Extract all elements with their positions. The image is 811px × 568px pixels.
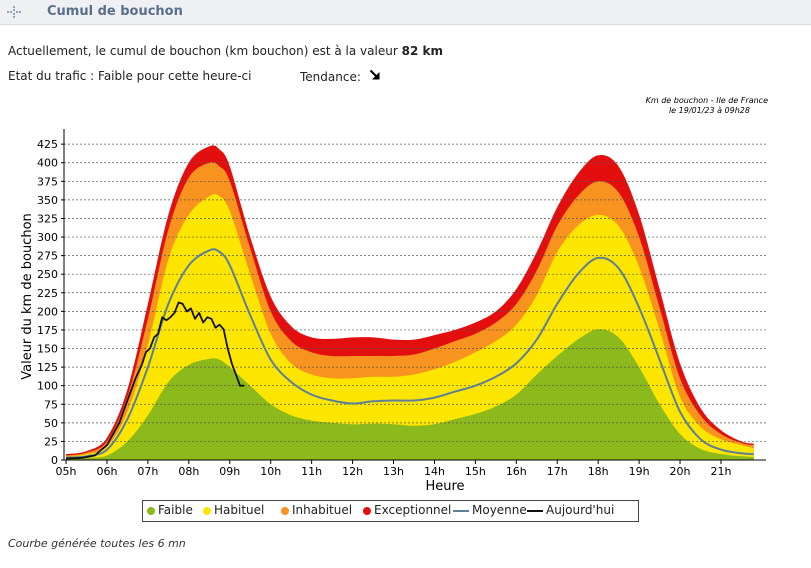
legend-label: Aujourd'hui: [546, 503, 615, 517]
y-tick-label: 100: [37, 380, 58, 393]
series-aujourdhui: [65, 301, 245, 460]
series-moyenne: [65, 248, 754, 459]
legend-item: Aujourd'hui: [527, 503, 614, 517]
y-tick-label: 150: [37, 343, 58, 356]
y-tick-label: 175: [37, 324, 58, 337]
drag-handle-icon[interactable]: [6, 5, 22, 19]
x-tick-label: 20h: [670, 465, 691, 478]
y-tick-label: 325: [37, 212, 58, 225]
legend-item: Habituel: [203, 503, 264, 517]
y-tick-label: 275: [37, 250, 58, 263]
legend-label: Habituel: [214, 503, 265, 517]
legend-item: Faible: [147, 503, 193, 517]
chart-subtitle: le 19/01/23 à 09h28: [669, 106, 750, 115]
y-tick-label: 75: [44, 398, 58, 411]
x-tick-label: 08h: [178, 465, 199, 478]
trend: Tendance:: [300, 69, 381, 84]
legend-swatch: [453, 509, 469, 512]
x-tick-label: 21h: [710, 465, 731, 478]
x-tick-label: 07h: [137, 465, 158, 478]
y-tick-label: 400: [37, 157, 58, 170]
legend-item: Moyenne: [453, 503, 527, 517]
traffic-chart: 0 25 50 75 100 125 150 175 200 225 250 275 300 325 350…: [20, 96, 768, 494]
x-axis-label: Heure: [425, 479, 464, 494]
x-tick-label: 05h: [56, 465, 77, 478]
y-tick-label: 0: [51, 454, 58, 467]
legend-label: Inhabituel: [292, 503, 353, 517]
current-value-prefix: Actuellement, le cumul de bouchon (km bo…: [8, 44, 398, 58]
x-tick-label: 15h: [465, 465, 486, 478]
x-tick-label: 13h: [383, 465, 404, 478]
x-tick-label: 18h: [588, 465, 609, 478]
y-tick-label: 375: [37, 175, 58, 188]
chart-title: Km de bouchon - Ile de France: [646, 96, 768, 105]
x-tick-label: 09h: [219, 465, 240, 478]
y-tick-label: 50: [44, 417, 58, 430]
trend-label: Tendance:: [300, 70, 361, 84]
legend-swatch: [147, 506, 155, 515]
legend-swatch: [281, 506, 289, 515]
panel-title: Cumul de bouchon: [47, 4, 183, 19]
legend-swatch: [363, 506, 371, 515]
x-tick-label: 12h: [342, 465, 363, 478]
x-tick-label: 10h: [260, 465, 281, 478]
y-tick-label: 250: [37, 268, 58, 281]
legend-label: Exceptionnel: [374, 503, 452, 517]
x-tick-label: 14h: [424, 465, 445, 478]
legend-item: Exceptionnel: [363, 503, 451, 517]
legend-label: Moyenne: [472, 503, 527, 517]
current-value: 82 km: [401, 44, 443, 58]
y-tick-label: 425: [37, 138, 58, 151]
x-tick-label: 19h: [629, 465, 650, 478]
y-tick-label: 25: [44, 435, 58, 448]
panel-header: Cumul de bouchon: [0, 0, 811, 25]
legend-label: Faible: [158, 503, 193, 517]
y-tick-label: 200: [37, 305, 58, 318]
y-tick-label: 125: [37, 361, 58, 374]
x-tick-label: 06h: [96, 465, 117, 478]
x-tick-label: 16h: [506, 465, 527, 478]
traffic-state: Etat du trafic : Faible pour cette heure…: [8, 69, 252, 83]
band-faible: [66, 329, 754, 460]
generation-note: Courbe générée toutes les 6 mn: [8, 537, 186, 550]
y-tick-label: 350: [37, 194, 58, 207]
y-tick-label: 300: [37, 231, 58, 244]
legend-item: Inhabituel: [281, 503, 352, 517]
chart-legend: Faible Habituel Inhabituel Exceptionnel Moye…: [142, 500, 639, 522]
x-tick-label: 11h: [301, 465, 322, 478]
arrow-down-right-icon: [369, 69, 380, 80]
legend-swatch: [203, 506, 211, 515]
y-tick-label: 225: [37, 287, 58, 300]
x-tick-label: 17h: [547, 465, 568, 478]
legend-swatch: [527, 509, 543, 512]
y-axis-label: Valeur du km de bouchon: [20, 213, 35, 380]
current-value-line: Actuellement, le cumul de bouchon (km bo…: [8, 44, 443, 58]
